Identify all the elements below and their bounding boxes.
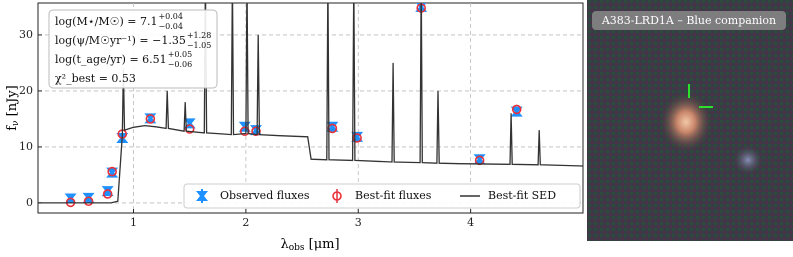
sed-plot: 1 2 3 4 0 10 20 30 log(M⋆/M☉) = 7.1 +0.04−0.04 log… [19, 2, 584, 229]
x-axis-label: λobs [μm] [280, 237, 339, 253]
model-marker [83, 196, 94, 207]
legend-label: Best-fit SED [488, 189, 556, 202]
annotation: log(M⋆/M☉) = 7.1 [55, 15, 157, 28]
y-label-unit: [nJy] [5, 85, 20, 120]
x-tick-label: 4 [467, 216, 474, 229]
model-marker [107, 166, 117, 177]
annotation-sup: +1.28 [187, 31, 212, 40]
galaxy-blob [660, 92, 712, 152]
image-label: A383-LRD1A – Blue companion [601, 14, 776, 27]
model-marker [145, 114, 156, 124]
legend-symbol [196, 191, 208, 201]
x-tick-label: 1 [130, 216, 137, 229]
annotation-text: χ²_best = 0.53 [55, 72, 136, 85]
annotation: log(t_age/yr) = 6.51 [55, 53, 167, 66]
y-label-sub: ν [11, 120, 21, 125]
legend-label: Observed fluxes [220, 189, 310, 202]
annotation: χ²_best = 0.53 [55, 72, 136, 85]
legend-label: Best-fit fluxes [355, 189, 432, 202]
annotation-sub: −1.05 [187, 41, 212, 50]
legend-box [183, 183, 581, 209]
annotation-text: log(ψ/M☉yr⁻¹) = −1.35 [55, 34, 186, 47]
y-tick-label: 10 [19, 140, 33, 153]
annotation-sub: −0.06 [168, 60, 193, 69]
image-label-box [592, 11, 786, 30]
observed-marker [510, 106, 523, 117]
annotation-sub: −0.04 [158, 22, 183, 31]
image-panel: A383-LRD1A – Blue companion [587, 0, 793, 241]
annotation-text: log(t_age/yr) = 6.51 [55, 53, 167, 66]
companion-blob [734, 146, 762, 174]
x-label-sub: obs [289, 243, 305, 253]
y-label-main: f [5, 125, 20, 131]
sed-line [38, 3, 583, 204]
annotation: log(ψ/M☉yr⁻¹) = −1.35 [55, 34, 186, 47]
y-axis-label: fν [nJy] [5, 85, 21, 131]
annotation-sup: +0.05 [168, 50, 193, 59]
model-marker [239, 126, 250, 137]
annotation-box [48, 9, 218, 89]
plot-content [38, 3, 583, 213]
x-label-unit: [μm] [305, 237, 340, 252]
y-tick-label: 20 [19, 84, 33, 97]
model-marker [102, 189, 113, 199]
x-tick-label: 2 [242, 216, 249, 229]
legend-symbol [332, 191, 342, 201]
y-tick-label: 30 [19, 28, 33, 41]
x-label-main: λ [280, 237, 288, 252]
annotation-sup: +0.04 [158, 12, 183, 21]
model-marker [511, 104, 522, 115]
observed-marker [101, 186, 114, 197]
y-tick-label: 0 [26, 196, 33, 209]
annotation-text: log(M⋆/M☉) = 7.1 [55, 15, 157, 28]
x-tick-label: 3 [355, 216, 362, 229]
